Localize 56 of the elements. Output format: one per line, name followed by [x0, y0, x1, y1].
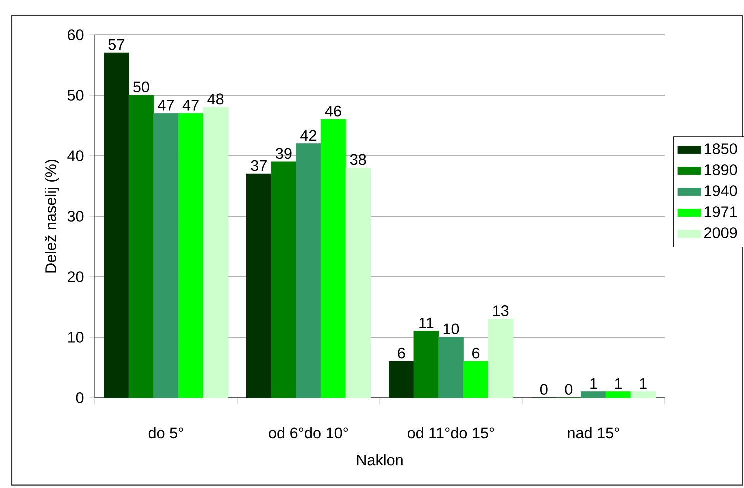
y-tick-label: 20 [68, 272, 84, 282]
y-tick-label: 30 [68, 211, 84, 222]
bar [178, 113, 204, 398]
legend-label: 1890 [704, 164, 738, 176]
y-axis-title: Delež naselij (%) [45, 160, 60, 273]
data-label: 1 [590, 378, 598, 389]
data-label: 1 [615, 378, 622, 389]
data-label: 10 [444, 324, 460, 335]
bar [388, 361, 414, 398]
data-label: 48 [208, 94, 224, 105]
bar [463, 361, 489, 398]
data-label: 42 [300, 130, 317, 141]
data-label: 6 [398, 348, 406, 359]
y-tick-label: 0 [76, 392, 84, 404]
bar [606, 392, 632, 398]
bar [203, 107, 229, 398]
bar [438, 337, 464, 398]
data-label: 11 [420, 318, 434, 329]
y-tick-label: 50 [68, 90, 84, 101]
x-axis-title: Naklon [357, 454, 403, 466]
data-label: 39 [276, 148, 292, 160]
legend-label: 1940 [704, 186, 738, 196]
legend-label: 1850 [704, 144, 738, 154]
data-label: 0 [540, 384, 548, 396]
y-tick-label: 40 [68, 150, 84, 162]
bar [414, 331, 440, 398]
data-label: 46 [325, 106, 342, 117]
data-label: 50 [134, 82, 150, 93]
data-label: 38 [350, 154, 366, 166]
bar [346, 168, 372, 398]
bar [246, 174, 272, 398]
bar [488, 319, 514, 398]
bar [104, 52, 130, 398]
data-label: 57 [108, 40, 124, 50]
y-tick-label: 60 [68, 30, 84, 40]
data-label: 1 [640, 378, 647, 389]
legend-label: 1971 [704, 206, 738, 218]
y-tick-label: 10 [68, 332, 84, 343]
bar [128, 95, 154, 398]
x-tick-label: nad 15° [568, 427, 620, 439]
bar [296, 144, 322, 398]
data-label: 6 [472, 348, 480, 359]
data-label: 47 [158, 100, 174, 111]
legend-label: 2009 [704, 228, 738, 238]
bar [271, 162, 297, 398]
data-label: 0 [565, 384, 573, 396]
bar [320, 119, 346, 398]
x-tick-label: od 6°do 10° [269, 427, 348, 439]
bar [154, 113, 179, 398]
data-label: 47 [182, 100, 199, 111]
data-label: 37 [251, 160, 267, 172]
x-tick-label: od 11°do 15° [408, 427, 494, 439]
x-tick-label: do 5° [148, 427, 184, 439]
bar [581, 392, 606, 398]
bar [630, 392, 656, 398]
data-label: 13 [493, 306, 509, 316]
